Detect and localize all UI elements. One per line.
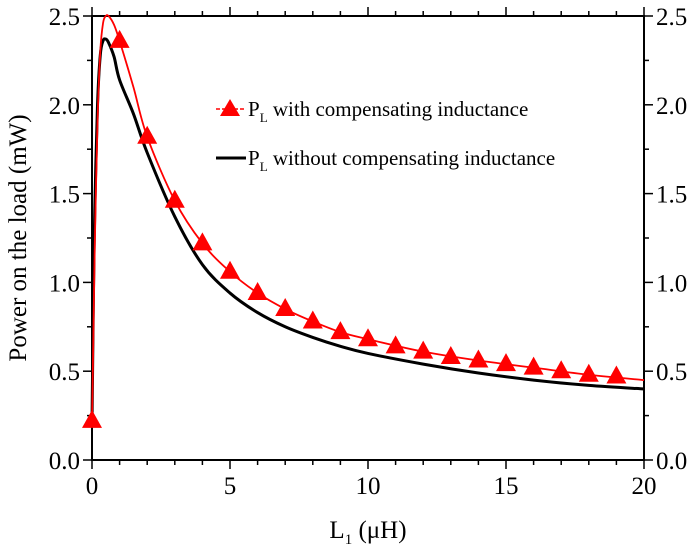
data-point-triangle bbox=[496, 353, 516, 372]
y-tick-label-right: 1.0 bbox=[656, 270, 687, 297]
y-tick-label: 1.0 bbox=[49, 270, 80, 297]
data-point-triangle bbox=[606, 365, 627, 384]
x-tick-label: 0 bbox=[86, 473, 99, 500]
data-point-triangle bbox=[523, 356, 544, 375]
y-tick-label: 2.0 bbox=[49, 93, 80, 120]
data-point-triangle bbox=[220, 260, 240, 279]
plot-frame bbox=[91, 15, 645, 461]
data-point-triangle bbox=[82, 409, 102, 428]
data-point-triangle bbox=[302, 310, 323, 329]
data-point-triangle bbox=[330, 321, 351, 340]
legend-label-with: PL with compensating inductance bbox=[248, 97, 528, 125]
legend-item-without-compensation: PL without compensating inductance bbox=[216, 146, 555, 174]
y-tick-label-right: 2.5 bbox=[656, 4, 687, 31]
x-tick-label: 10 bbox=[356, 473, 381, 500]
data-point-triangle bbox=[192, 232, 213, 251]
data-point-triangle bbox=[247, 282, 268, 301]
data-point-triangle bbox=[468, 349, 489, 368]
y-tick-label-right: 1.5 bbox=[656, 182, 687, 209]
data-point-triangle bbox=[551, 360, 572, 379]
legend-label-without: PL without compensating inductance bbox=[248, 146, 555, 174]
legend-triangle-marker bbox=[220, 99, 240, 116]
data-point-triangle bbox=[164, 189, 185, 208]
x-tick-label: 15 bbox=[494, 473, 519, 500]
plot-area bbox=[82, 14, 645, 428]
y-tick-label-right: 0.0 bbox=[656, 448, 687, 475]
data-point-triangle bbox=[137, 125, 158, 144]
y-axis-label: Power on the load (mW) bbox=[5, 114, 32, 361]
data-point-triangle bbox=[385, 335, 406, 354]
y-tick-label: 0.0 bbox=[49, 448, 80, 475]
data-point-triangle bbox=[578, 363, 599, 382]
y-tick-label-right: 0.5 bbox=[656, 359, 687, 386]
y-tick-label: 0.5 bbox=[49, 359, 80, 386]
data-point-triangle bbox=[440, 345, 461, 364]
y-tick-label: 2.5 bbox=[49, 4, 80, 31]
axes: 0 5 10 15 200.0 0.00.5 0.51.0 1.01.5 1.52.0 2.02.… bbox=[49, 4, 688, 500]
legend: PL with compensating inductance PL witho… bbox=[216, 97, 555, 174]
x-tick-label: 5 bbox=[224, 473, 237, 500]
legend-item-with-compensation: PL with compensating inductance bbox=[216, 97, 528, 125]
x-tick-label: 20 bbox=[632, 473, 657, 500]
data-point-triangle bbox=[109, 29, 130, 48]
data-point-triangle bbox=[413, 340, 434, 359]
y-tick-label-right: 2.0 bbox=[656, 93, 687, 120]
x-axis-label: L1 (μH) bbox=[329, 517, 406, 548]
y-tick-label: 1.5 bbox=[49, 182, 80, 209]
data-point-triangle bbox=[275, 298, 296, 317]
data-point-triangle bbox=[358, 328, 378, 347]
